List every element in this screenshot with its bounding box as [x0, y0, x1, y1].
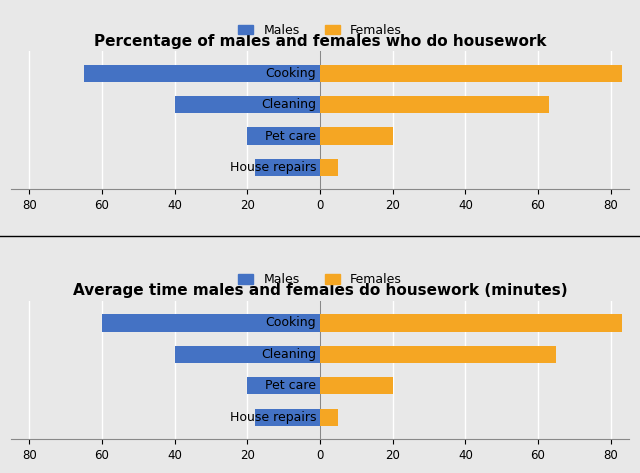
- Bar: [320, 409, 338, 426]
- Bar: [320, 314, 621, 332]
- Bar: [320, 346, 556, 363]
- Legend: Males, Females: Males, Females: [234, 19, 406, 42]
- Bar: [255, 409, 320, 426]
- Bar: [247, 377, 320, 394]
- Text: Cleaning: Cleaning: [261, 98, 316, 111]
- Text: Cleaning: Cleaning: [261, 348, 316, 361]
- Bar: [84, 65, 320, 82]
- Title: Average time males and females do housework (minutes): Average time males and females do housew…: [73, 283, 567, 298]
- Bar: [247, 127, 320, 145]
- Bar: [320, 159, 338, 176]
- Bar: [320, 127, 393, 145]
- Legend: Males, Females: Males, Females: [234, 269, 406, 291]
- Bar: [175, 346, 320, 363]
- Bar: [320, 65, 621, 82]
- Text: Pet care: Pet care: [266, 379, 316, 392]
- Bar: [255, 159, 320, 176]
- Text: Cooking: Cooking: [266, 316, 316, 329]
- Text: Cooking: Cooking: [266, 67, 316, 80]
- Text: House repairs: House repairs: [230, 411, 316, 424]
- Text: House repairs: House repairs: [230, 161, 316, 174]
- Bar: [175, 96, 320, 113]
- Bar: [320, 96, 549, 113]
- Title: Percentage of males and females who do housework: Percentage of males and females who do h…: [93, 34, 547, 49]
- Text: Pet care: Pet care: [266, 130, 316, 142]
- Bar: [320, 377, 393, 394]
- Bar: [102, 314, 320, 332]
